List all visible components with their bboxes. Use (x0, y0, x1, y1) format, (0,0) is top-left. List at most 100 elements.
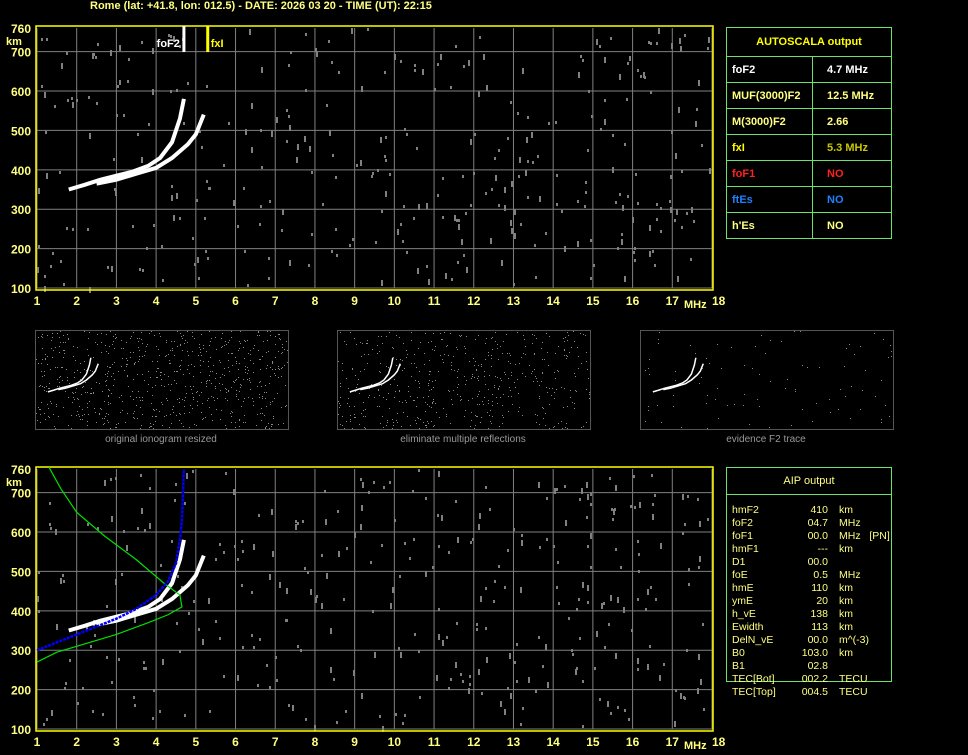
noise-dot (233, 381, 234, 382)
param-unit: km (839, 621, 853, 633)
noise-dot (370, 561, 372, 564)
noise-dot (502, 415, 503, 416)
noise-dot (617, 706, 619, 709)
noise-dot (510, 363, 511, 364)
aip-row: hmE 110 km (732, 582, 899, 595)
noise-dot (220, 362, 221, 363)
noise-dot (516, 643, 518, 646)
noise-dot (759, 374, 760, 375)
noise-dot (122, 410, 123, 411)
noise-dot (77, 411, 78, 412)
noise-dot (171, 384, 172, 385)
noise-dot (492, 349, 493, 350)
noise-dot (389, 408, 390, 409)
noise-dot (241, 406, 242, 407)
noise-dot (338, 361, 339, 362)
noise-dot (64, 687, 66, 690)
noise-dot (270, 367, 271, 368)
noise-dot (494, 157, 496, 160)
noise-dot (176, 622, 178, 625)
noise-dot (707, 395, 708, 396)
noise-dot (79, 416, 80, 417)
noise-dot (539, 546, 541, 549)
noise-dot (57, 333, 58, 334)
noise-dot (197, 401, 198, 402)
noise-dot (510, 220, 512, 226)
noise-dot (408, 386, 409, 387)
noise-dot (651, 474, 653, 477)
x-tick-label: 14 (546, 735, 560, 749)
noise-dot (479, 513, 481, 519)
noise-dot (119, 80, 121, 83)
noise-dot (495, 175, 497, 181)
noise-dot (491, 188, 493, 191)
noise-dot (539, 385, 540, 386)
noise-dot (170, 414, 171, 415)
noise-dot (282, 367, 283, 368)
noise-dot (201, 392, 202, 393)
noise-dot (575, 390, 576, 391)
noise-dot (239, 348, 240, 349)
noise-dot (75, 392, 76, 393)
noise-dot (248, 397, 249, 398)
noise-dot (649, 251, 651, 257)
noise-dot (94, 634, 96, 637)
noise-dot (173, 215, 175, 221)
noise-dot (285, 406, 286, 407)
noise-dot (201, 412, 202, 413)
noise-dot (44, 286, 46, 292)
noise-dot (258, 350, 259, 351)
noise-dot (586, 352, 587, 353)
noise-dot (285, 385, 286, 386)
noise-dot (223, 551, 225, 554)
noise-dot (149, 523, 151, 529)
noise-dot (478, 91, 480, 97)
noise-dot (253, 646, 255, 649)
noise-dot (284, 365, 285, 366)
noise-dot (543, 418, 544, 419)
noise-dot (270, 376, 271, 377)
noise-dot (67, 377, 68, 378)
noise-dot (337, 510, 339, 513)
noise-dot (486, 338, 487, 339)
noise-dot (343, 598, 345, 601)
param-unit: km (839, 647, 853, 659)
param-unit: km (839, 608, 853, 620)
noise-dot (123, 530, 125, 533)
noise-dot (177, 371, 178, 372)
noise-dot (450, 86, 452, 89)
noise-dot (408, 391, 409, 392)
noise-dot (115, 338, 116, 339)
noise-dot (249, 378, 250, 379)
param-label: Ewidth (732, 621, 764, 633)
noise-dot (680, 693, 682, 699)
noise-dot (194, 424, 195, 425)
noise-dot (49, 383, 50, 384)
noise-dot (142, 374, 143, 375)
noise-dot (425, 333, 426, 334)
noise-dot (340, 405, 341, 406)
noise-dot (374, 652, 376, 658)
noise-dot (650, 586, 652, 589)
noise-dot (590, 277, 592, 280)
noise-dot (215, 388, 216, 389)
noise-dot (478, 380, 479, 381)
aip-row: B1 02.8 (732, 660, 899, 673)
noise-dot (209, 345, 210, 346)
noise-dot (891, 351, 892, 352)
noise-dot (278, 334, 279, 335)
noise-dot (134, 411, 135, 412)
noise-dot (219, 543, 221, 546)
noise-dot (366, 343, 367, 344)
noise-dot (127, 360, 128, 361)
noise-dot (92, 371, 93, 372)
noise-dot (237, 225, 239, 228)
noise-dot (231, 387, 232, 388)
noise-dot (62, 574, 64, 577)
noise-dot (122, 401, 123, 402)
noise-dot (383, 486, 385, 489)
noise-dot (238, 350, 239, 351)
param-value: 00.0 (807, 530, 828, 542)
noise-dot (144, 355, 145, 356)
noise-dot (531, 373, 532, 374)
